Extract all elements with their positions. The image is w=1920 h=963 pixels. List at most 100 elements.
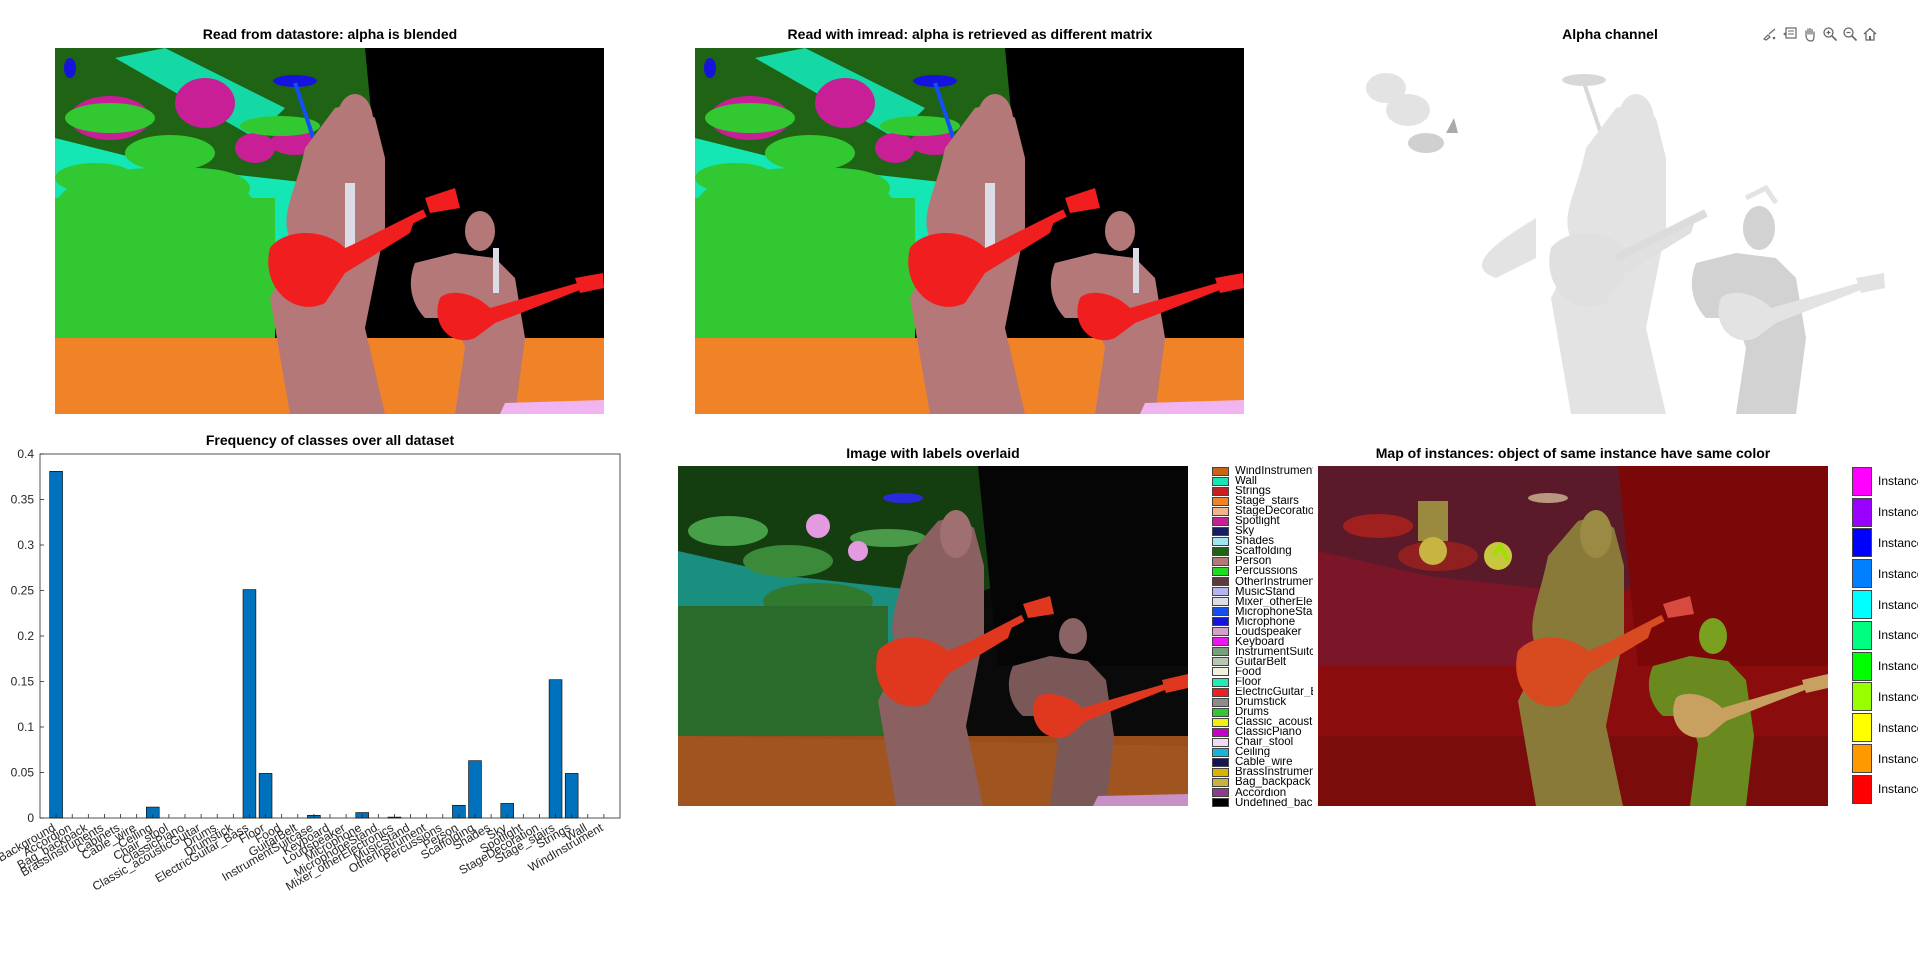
y-tick-label: 0.3 — [17, 538, 34, 552]
class-legend-item: WindInstrument — [1212, 466, 1313, 476]
class-legend-swatch — [1212, 506, 1229, 516]
class-legend-item: InstrumentSuitcase — [1212, 647, 1313, 657]
bar-Floor — [258, 773, 273, 819]
instance-legend-item: Instance — [1852, 497, 1918, 528]
class-legend-item: Person — [1212, 556, 1313, 566]
class-legend-label: ClassicPiano — [1235, 727, 1302, 738]
instance-legend-item: Instance — [1852, 620, 1918, 651]
class-legend: WindInstrument Wall Strings Stage_stairs Sta… — [1212, 466, 1313, 808]
instance-legend-swatch — [1852, 774, 1872, 804]
class-legend-label: StageDecoration — [1235, 506, 1313, 517]
class-legend-label: Classic_acousticGuitar — [1235, 717, 1313, 728]
class-legend-swatch — [1212, 466, 1229, 476]
y-tick-label: 0.05 — [11, 766, 35, 780]
y-tick-label: 0.25 — [11, 584, 35, 598]
instance-legend-item: Instance — [1852, 712, 1918, 743]
imread-label-image — [695, 48, 1244, 414]
class-legend-label: InstrumentSuitcase — [1235, 646, 1313, 657]
class-legend-item: OtherInstrument — [1212, 577, 1313, 587]
y-tick-label: 0.35 — [11, 493, 35, 507]
class-legend-item: GuitarBelt — [1212, 657, 1313, 667]
class-legend-label: MicrophoneStand — [1235, 606, 1313, 617]
class-legend-item: Loudspeaker — [1212, 627, 1313, 637]
bar-Stage_stairs — [548, 679, 563, 819]
instance-legend-label: Instance — [1878, 753, 1918, 764]
home-icon[interactable] — [1862, 26, 1878, 42]
class-legend-label: Food — [1235, 666, 1262, 677]
class-legend-label: Wall — [1235, 476, 1257, 487]
class-legend-swatch — [1212, 798, 1229, 808]
instance-legend-swatch — [1852, 497, 1872, 527]
bar-Background — [49, 470, 63, 819]
instance-legend-swatch — [1852, 651, 1872, 681]
class-legend-item: MusicStand — [1212, 587, 1313, 597]
class-legend-label: MusicStand — [1235, 586, 1296, 597]
instance-legend-swatch — [1852, 528, 1872, 558]
bar-Strings — [564, 773, 579, 819]
class-legend-label: Loudspeaker — [1235, 626, 1302, 637]
instance-legend-swatch — [1852, 466, 1872, 496]
class-legend-label: GuitarBelt — [1235, 656, 1287, 667]
instance-legend-label: Instance — [1878, 476, 1918, 487]
zoom-in-icon[interactable] — [1822, 26, 1838, 42]
brush-icon[interactable] — [1762, 26, 1778, 42]
bar-ElectricGuitar_Bass — [242, 589, 257, 819]
class-legend-swatch — [1212, 767, 1229, 777]
instance-legend-label: Instance — [1878, 661, 1918, 672]
class-legend-label: Percussions — [1235, 566, 1298, 577]
class-legend-item: Classic_acousticGuitar — [1212, 717, 1313, 727]
class-legend-item: Undefined_background — [1212, 798, 1313, 808]
class-legend-swatch — [1212, 526, 1229, 536]
class-legend-swatch — [1212, 587, 1229, 597]
class-legend-label: Microphone — [1235, 616, 1296, 627]
class-legend-label: Person — [1235, 556, 1272, 567]
class-legend-swatch — [1212, 737, 1229, 747]
y-axis-ticks: 0 0.05 0.1 0.15 0.2 0.25 0.3 0.35 0.4 — [11, 447, 44, 825]
class-legend-label: Drums — [1235, 707, 1269, 718]
class-legend-label: Floor — [1235, 676, 1262, 688]
class-legend-swatch — [1212, 747, 1229, 757]
class-legend-item: Microphone — [1212, 617, 1313, 627]
class-legend-item: Wall — [1212, 476, 1313, 486]
class-legend-swatch — [1212, 627, 1229, 637]
class-legend-swatch — [1212, 536, 1229, 546]
class-legend-swatch — [1212, 697, 1229, 707]
instance-legend-item: Instance — [1852, 528, 1918, 559]
class-legend-item: ClassicPiano — [1212, 727, 1313, 737]
zoom-out-icon[interactable] — [1842, 26, 1858, 42]
class-legend-item: Drumstick — [1212, 697, 1313, 707]
instance-legend-label: Instance — [1878, 599, 1918, 610]
class-legend-item: Floor — [1212, 677, 1313, 687]
y-tick-label: 0 — [27, 811, 34, 825]
class-legend-swatch — [1212, 727, 1229, 737]
class-legend-label: Cable_wire — [1235, 757, 1293, 768]
overlay-image — [678, 466, 1188, 806]
title-alpha: Alpha channel — [1562, 26, 1658, 42]
class-legend-swatch — [1212, 546, 1229, 556]
instance-legend-item: Instance — [1852, 743, 1918, 774]
instance-legend-label: Instance — [1878, 537, 1918, 549]
class-legend-item: StageDecoration — [1212, 506, 1313, 516]
class-legend-label: Scaffolding — [1235, 546, 1292, 557]
class-legend-item: Food — [1212, 667, 1313, 677]
class-legend-item: ElectricGuitar_Bass — [1212, 687, 1313, 697]
data-tip-icon[interactable] — [1782, 26, 1798, 42]
title-imread: Read with imread: alpha is retrieved as … — [787, 26, 1153, 42]
pan-hand-icon[interactable] — [1802, 26, 1818, 42]
class-legend-item: Ceiling — [1212, 747, 1313, 757]
instance-legend-item: Instance — [1852, 558, 1918, 589]
instance-legend-swatch — [1852, 620, 1872, 650]
class-legend-item: Stage_stairs — [1212, 496, 1313, 506]
y-tick-label: 0.1 — [17, 720, 34, 734]
class-legend-item: Sky — [1212, 526, 1313, 536]
class-legend-swatch — [1212, 677, 1229, 687]
title-blended: Read from datastore: alpha is blended — [202, 26, 458, 42]
class-legend-swatch — [1212, 687, 1229, 697]
x-axis-tick-labels: BackgroundAccordionBag_backpackBrassInst… — [0, 814, 606, 894]
class-legend-label: BrassInstruments — [1235, 767, 1313, 778]
class-legend-item: Strings — [1212, 486, 1313, 496]
class-legend-item: Chair_stool — [1212, 737, 1313, 747]
class-legend-swatch — [1212, 516, 1229, 526]
class-legend-label: Keyboard — [1235, 636, 1285, 647]
class-legend-label: Drumstick — [1235, 697, 1287, 708]
